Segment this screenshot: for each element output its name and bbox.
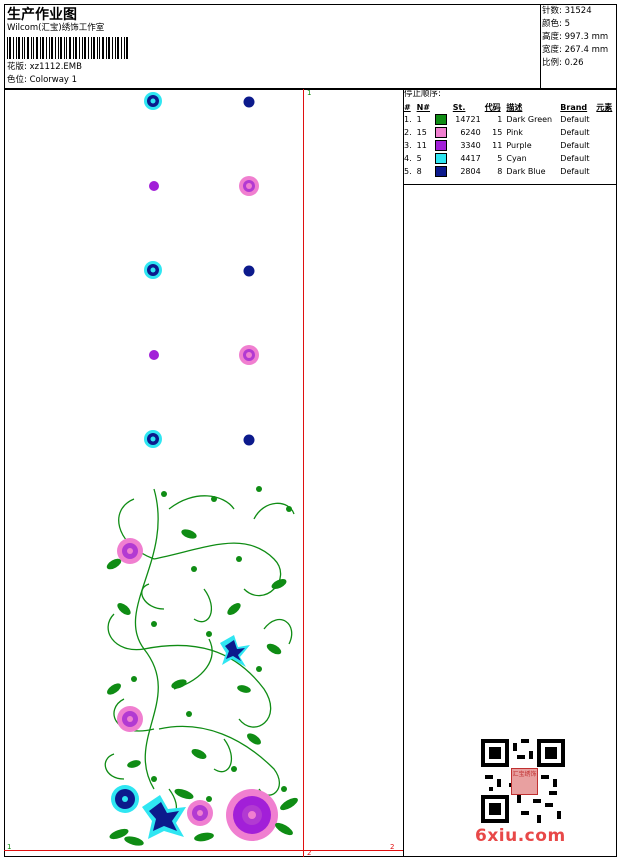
stop-sequence-table: # N# St. 代码 描述 Brand 元素 1. 1 14721 1 Dark Gr…: [402, 101, 616, 178]
barcode: [7, 37, 128, 59]
row-element: [594, 165, 616, 178]
stitches-label: 针数:: [542, 6, 562, 16]
col-index: #: [404, 102, 411, 112]
header-frame: [4, 4, 617, 89]
header-divider: [540, 4, 541, 89]
row-description: Pink: [506, 128, 523, 137]
colorway-value: Colorway 1: [29, 75, 78, 85]
row-code: 11: [492, 141, 503, 150]
width-value: 267.4 mm: [564, 45, 609, 55]
width-label: 宽度:: [542, 45, 562, 55]
scale-label: 比例:: [542, 58, 562, 68]
colors-value: 5: [564, 19, 570, 29]
company-name: Wilcom(汇宝)绣饰工作室: [7, 23, 105, 33]
design-value: xz1112.EMB: [29, 62, 82, 72]
table-row: 1. 1 14721 1 Dark Green Default: [402, 113, 616, 126]
col-stitches: St.: [452, 102, 466, 112]
row-index: 4.: [404, 154, 412, 163]
row-stitches: 6240: [460, 128, 481, 137]
colors-label: 颜色:: [542, 19, 562, 29]
stitches-value: 31524: [564, 6, 592, 16]
design-file: 花版: xz1112.EMB: [7, 62, 82, 73]
height-label: 高度:: [542, 32, 562, 42]
table-row: 2. 15 6240 15 Pink Default: [402, 126, 616, 139]
motif-grid: [144, 92, 259, 448]
col-needle: N#: [416, 102, 431, 112]
seal-stamp: 汇宝绣饰: [511, 768, 538, 795]
row-index: 1.: [404, 115, 412, 124]
embroidery-design: [104, 92, 298, 846]
row-brand: Default: [560, 141, 590, 150]
color-swatch: [435, 114, 448, 125]
col-swatch: [433, 101, 450, 113]
colorway-label: 色位:: [7, 75, 27, 85]
table-row: 5. 8 2804 8 Dark Blue Default: [402, 165, 616, 178]
repeat-line-vertical: [303, 89, 304, 857]
row-stitches: 4417: [460, 154, 481, 163]
row-element: [594, 139, 616, 152]
color-swatch: [435, 153, 448, 164]
row-element: [594, 126, 616, 139]
row-brand: Default: [560, 154, 590, 163]
color-swatch: [435, 140, 448, 151]
row-brand: Default: [560, 115, 590, 124]
row-needle: 8: [416, 167, 422, 176]
table-row: 4. 5 4417 5 Cyan Default: [402, 152, 616, 165]
page-title: 生产作业图: [7, 7, 77, 23]
col-description: 描述: [506, 102, 523, 112]
col-code: 代码: [484, 102, 501, 112]
marker-bottom-mid: 2: [307, 849, 312, 857]
marker-bottom-right: 2: [390, 843, 395, 851]
row-code: 1: [497, 115, 503, 124]
row-needle: 5: [416, 154, 422, 163]
row-index: 2.: [404, 128, 412, 137]
bottom-leaves: [109, 788, 298, 846]
row-description: Purple: [506, 141, 532, 150]
marker-top: 1: [307, 89, 312, 97]
row-needle: 11: [416, 141, 427, 150]
row-needle: 1: [416, 115, 422, 124]
row-brand: Default: [560, 167, 590, 176]
row-description: Dark Green: [506, 115, 553, 124]
row-description: Cyan: [506, 154, 527, 163]
row-swatch: [433, 113, 450, 126]
row-stitches: 14721: [455, 115, 481, 124]
col-brand: Brand: [560, 102, 588, 112]
scale-value: 0.26: [564, 58, 584, 68]
row-description: Dark Blue: [506, 167, 546, 176]
colorway: 色位: Colorway 1: [7, 75, 77, 86]
col-element: 元素: [596, 102, 613, 112]
row-swatch: [433, 152, 450, 165]
row-index: 3.: [404, 141, 412, 150]
flowers: [111, 538, 278, 841]
watermark-text: 6xiu.com: [475, 826, 566, 846]
stats-panel: 针数: 31524 颜色: 5 高度: 997.3 mm 宽度: 267.4 m…: [542, 5, 608, 70]
row-swatch: [433, 126, 450, 139]
height-value: 997.3 mm: [564, 32, 609, 42]
row-brand: Default: [560, 128, 590, 137]
row-needle: 15: [416, 128, 427, 137]
repeat-line-horizontal: [4, 850, 404, 851]
stop-sequence-title: 停止顺序:: [404, 89, 441, 99]
marker-bottom-left: 1: [7, 843, 12, 851]
row-code: 15: [492, 128, 503, 137]
color-swatch: [435, 127, 448, 138]
table-row: 3. 11 3340 11 Purple Default: [402, 139, 616, 152]
design-label: 花版:: [7, 62, 27, 72]
row-code: 5: [497, 154, 503, 163]
row-swatch: [433, 165, 450, 178]
row-element: [594, 152, 616, 165]
row-stitches: 2804: [460, 167, 481, 176]
row-swatch: [433, 139, 450, 152]
leaves: [106, 486, 292, 802]
row-code: 8: [497, 167, 503, 176]
color-swatch: [435, 166, 448, 177]
right-empty-panel: [403, 184, 617, 857]
vines: [104, 488, 295, 818]
row-element: [594, 113, 616, 126]
row-stitches: 3340: [460, 141, 481, 150]
row-index: 5.: [404, 167, 412, 176]
